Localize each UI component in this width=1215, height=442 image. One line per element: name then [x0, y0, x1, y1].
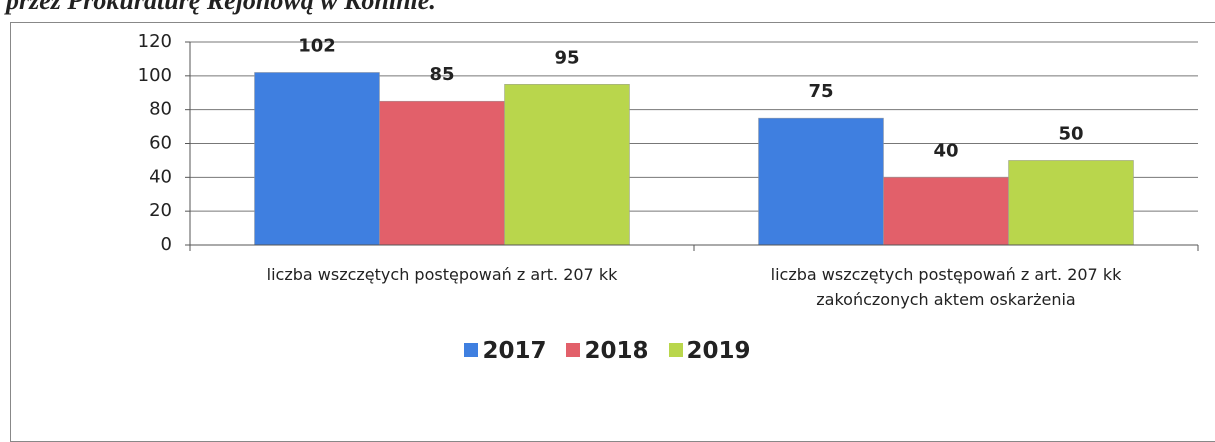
data-label: 40: [933, 140, 958, 161]
bar: [1008, 160, 1134, 246]
legend-label: 2018: [584, 338, 649, 364]
legend-item: 2017: [464, 338, 546, 364]
y-tick-label: 0: [161, 234, 172, 255]
legend-item: 2019: [668, 338, 751, 364]
y-tick-label: 20: [149, 200, 172, 221]
legend-swatch: [566, 343, 581, 357]
y-tick-label: 40: [149, 166, 172, 187]
data-label: 85: [429, 64, 454, 85]
data-label: 95: [554, 47, 579, 68]
data-label: 50: [1058, 123, 1083, 144]
legend: 2017 2018 2019: [0, 338, 1215, 364]
y-tick-label: 120: [138, 31, 172, 52]
bar: [504, 84, 630, 246]
legend-label: 2019: [686, 338, 751, 364]
legend-swatch: [668, 343, 683, 357]
data-label: 102: [298, 35, 336, 56]
legend-label: 2017: [482, 338, 547, 364]
chart: 0 20 40 60 80 100 120 102 85 95 75 40 50: [138, 31, 1199, 255]
x-tick-label: liczba wszczętych postępowań z art. 207 …: [770, 265, 1122, 309]
legend-item: 2018: [566, 338, 649, 364]
bar: [254, 72, 380, 246]
legend-swatch: [464, 343, 479, 357]
y-tick-label: 100: [138, 65, 172, 86]
y-tick-label: 80: [149, 99, 172, 120]
y-tick-label: 60: [149, 133, 172, 154]
bar: [883, 177, 1009, 246]
data-label: 75: [808, 81, 833, 102]
x-tick-label: liczba wszczętych postępowań z art. 207 …: [266, 265, 618, 284]
caption: przez Prokuraturę Rejonową w Koninie.: [6, 0, 436, 15]
bar: [379, 100, 505, 246]
bar: [758, 117, 884, 246]
